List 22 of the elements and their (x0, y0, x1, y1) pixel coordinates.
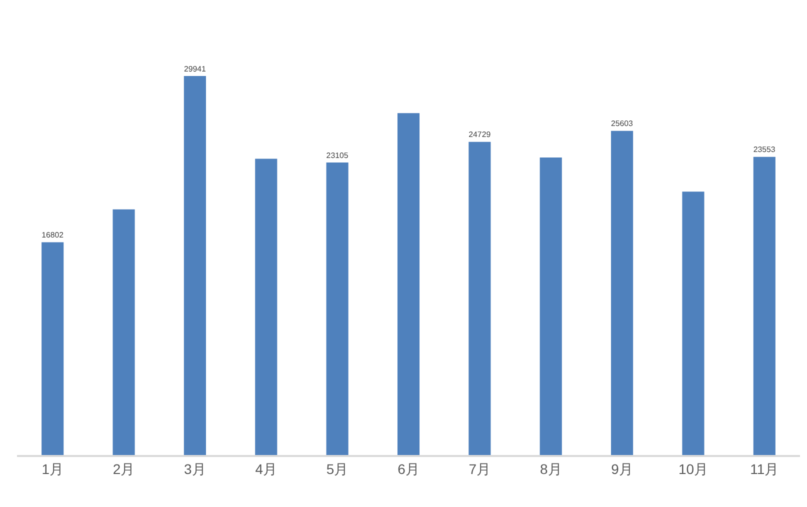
x-tick-label: 2月 (112, 460, 135, 477)
bar (611, 130, 634, 455)
bar (326, 162, 348, 455)
x-tick-label: 8月 (540, 460, 562, 477)
bar (540, 157, 562, 455)
x-tick-label: 11月 (750, 460, 779, 477)
x-tick-label: 10月 (678, 460, 708, 477)
bar (753, 156, 776, 455)
bar (682, 192, 704, 455)
x-tick-label: 6月 (398, 460, 420, 477)
x-tick-label: 7月 (468, 460, 491, 477)
bar (468, 142, 491, 455)
bar (42, 242, 64, 455)
bar (255, 158, 278, 455)
bar (184, 76, 206, 455)
x-tick-label: 5月 (326, 460, 348, 477)
bar (397, 113, 420, 455)
x-tick-label: 9月 (611, 460, 633, 477)
bar (112, 209, 135, 455)
x-tick-label: 3月 (184, 460, 206, 477)
x-tick-label: 1月 (42, 460, 64, 477)
x-tick-label: 4月 (255, 460, 278, 477)
